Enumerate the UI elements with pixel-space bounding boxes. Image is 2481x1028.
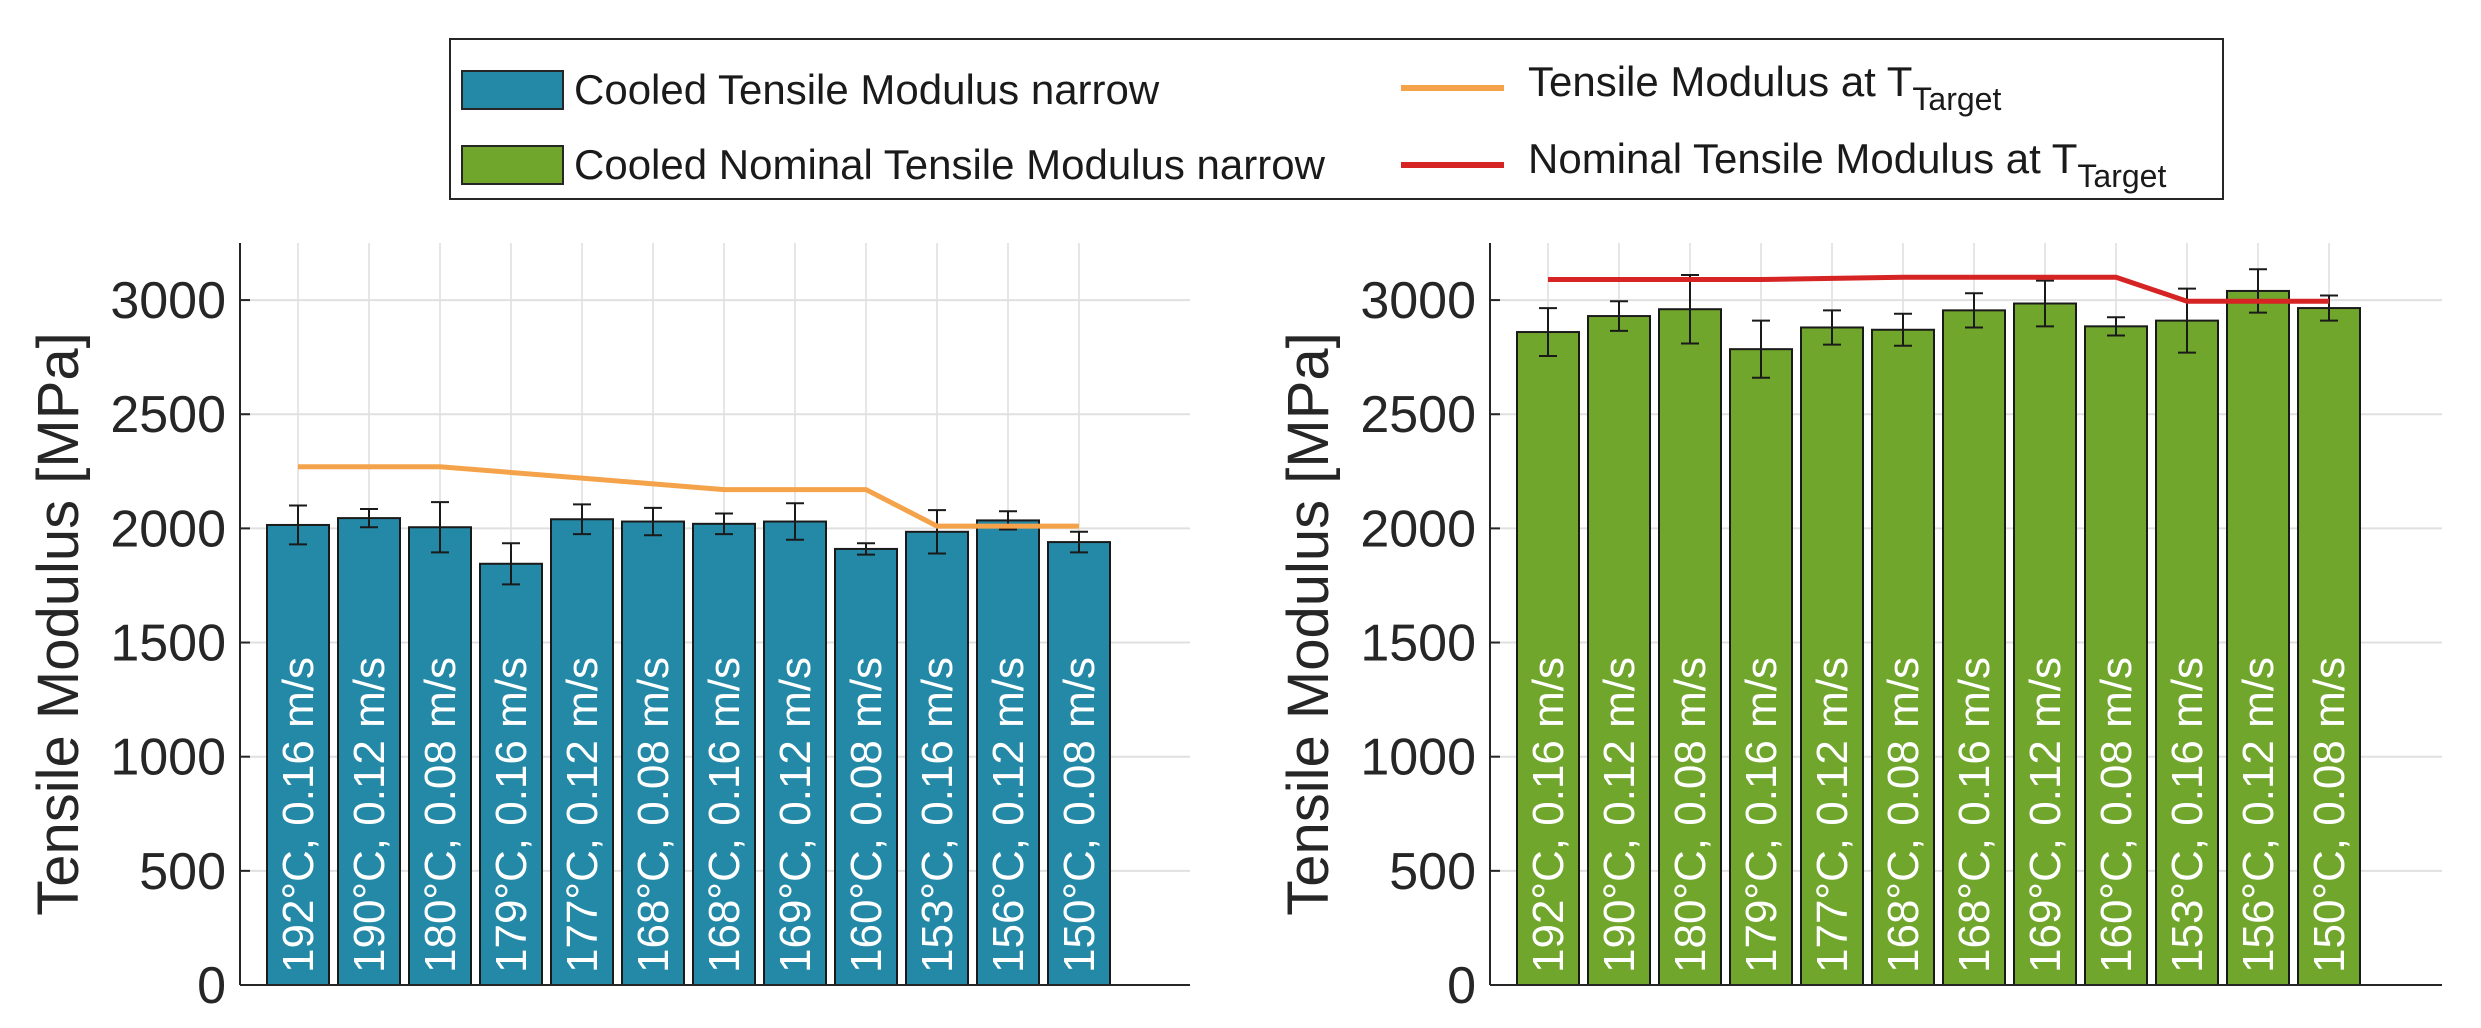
legend-swatch-blue: [461, 70, 564, 110]
right-bar: [2226, 289, 2290, 986]
legend-line-red: [1401, 162, 1504, 168]
legend-line-orange: [1401, 85, 1504, 91]
right-ytick-label: 0: [1447, 957, 1476, 1015]
left-ytick-label: 2500: [110, 386, 226, 444]
left-ytick-label: 3000: [110, 272, 226, 330]
left-bar: [266, 523, 330, 987]
right-bar-label: 180°C, 0.08 m/s: [1666, 657, 1715, 973]
left-bar-label: 156°C, 0.12 m/s: [984, 657, 1033, 973]
left-ytick-label: 1500: [110, 615, 226, 673]
left-bar: [976, 519, 1040, 986]
left-bar-label: 179°C, 0.16 m/s: [487, 657, 536, 973]
right-bar: [1942, 309, 2006, 986]
left-bar-label: 180°C, 0.08 m/s: [416, 657, 465, 973]
right-ytick-label: 3000: [1360, 272, 1476, 330]
legend-label: Cooled Tensile Modulus narrow: [574, 66, 1160, 113]
left-ytick-label: 0: [197, 957, 226, 1015]
legend-item-cooled-nominal: Cooled Nominal Tensile Modulus narrow: [461, 135, 1325, 195]
legend: Cooled Tensile Modulus narrow Cooled Nom…: [449, 38, 2224, 200]
right-bar-label: 168°C, 0.16 m/s: [1950, 657, 1999, 973]
left-bar-label: 177°C, 0.12 m/s: [558, 657, 607, 973]
right-bar: [2013, 302, 2077, 986]
right-bar-label: 190°C, 0.12 m/s: [1595, 657, 1644, 973]
right-bar: [2084, 325, 2148, 986]
legend-label: Nominal Tensile Modulus at TTarget: [1528, 135, 2167, 194]
right-bar-label: 150°C, 0.08 m/s: [2305, 657, 2354, 973]
legend-label: Cooled Nominal Tensile Modulus narrow: [574, 141, 1325, 188]
legend-swatch-green: [461, 145, 564, 185]
right-bar-label: 156°C, 0.12 m/s: [2234, 657, 2283, 973]
left-bar: [834, 547, 898, 986]
right-ytick-label: 1500: [1360, 615, 1476, 673]
left-bar-label: 190°C, 0.12 m/s: [345, 657, 394, 973]
left-y-axis-label: Tensile Modulus [MPa]: [26, 332, 91, 915]
left-bar-label: 150°C, 0.08 m/s: [1055, 657, 1104, 973]
left-bar-label: 168°C, 0.08 m/s: [629, 657, 678, 973]
right-bar-label: 179°C, 0.16 m/s: [1737, 657, 1786, 973]
right-ytick-label: 2000: [1360, 500, 1476, 558]
left-bar-label: 168°C, 0.16 m/s: [700, 657, 749, 973]
right-ytick-label: 1000: [1360, 729, 1476, 787]
left-bar-label: 192°C, 0.16 m/s: [274, 657, 323, 973]
legend-item-cooled-tensile: Cooled Tensile Modulus narrow: [461, 60, 1159, 120]
legend-item-tensile-at-target: Tensile Modulus at TTarget: [1401, 58, 2001, 118]
right-bar-label: 168°C, 0.08 m/s: [1879, 657, 1928, 973]
left-bar: [337, 517, 401, 986]
legend-item-nominal-at-target: Nominal Tensile Modulus at TTarget: [1401, 135, 2166, 195]
right-bar-label: 153°C, 0.16 m/s: [2163, 657, 2212, 973]
left-target-line: [298, 464, 1079, 529]
right-bar-label: 177°C, 0.12 m/s: [1808, 657, 1857, 973]
right-bar-label: 192°C, 0.16 m/s: [1524, 657, 1573, 973]
right-y-axis-label: Tensile Modulus [MPa]: [1276, 332, 1341, 915]
left-bar-label: 169°C, 0.12 m/s: [771, 657, 820, 973]
left-bar-label: 160°C, 0.08 m/s: [842, 657, 891, 973]
right-target-line: [1548, 274, 2329, 304]
left-bar-label: 153°C, 0.16 m/s: [913, 657, 962, 973]
legend-label: Tensile Modulus at TTarget: [1528, 58, 2002, 117]
left-bar: [550, 518, 614, 986]
right-ytick-label: 2500: [1360, 386, 1476, 444]
left-ytick-label: 500: [139, 843, 226, 901]
right-bar: [2297, 307, 2361, 986]
right-bar-label: 160°C, 0.08 m/s: [2092, 657, 2141, 973]
left-ytick-label: 2000: [110, 500, 226, 558]
right-bar-label: 169°C, 0.12 m/s: [2021, 657, 2070, 973]
left-ytick-label: 1000: [110, 729, 226, 787]
right-ytick-label: 500: [1389, 843, 1476, 901]
